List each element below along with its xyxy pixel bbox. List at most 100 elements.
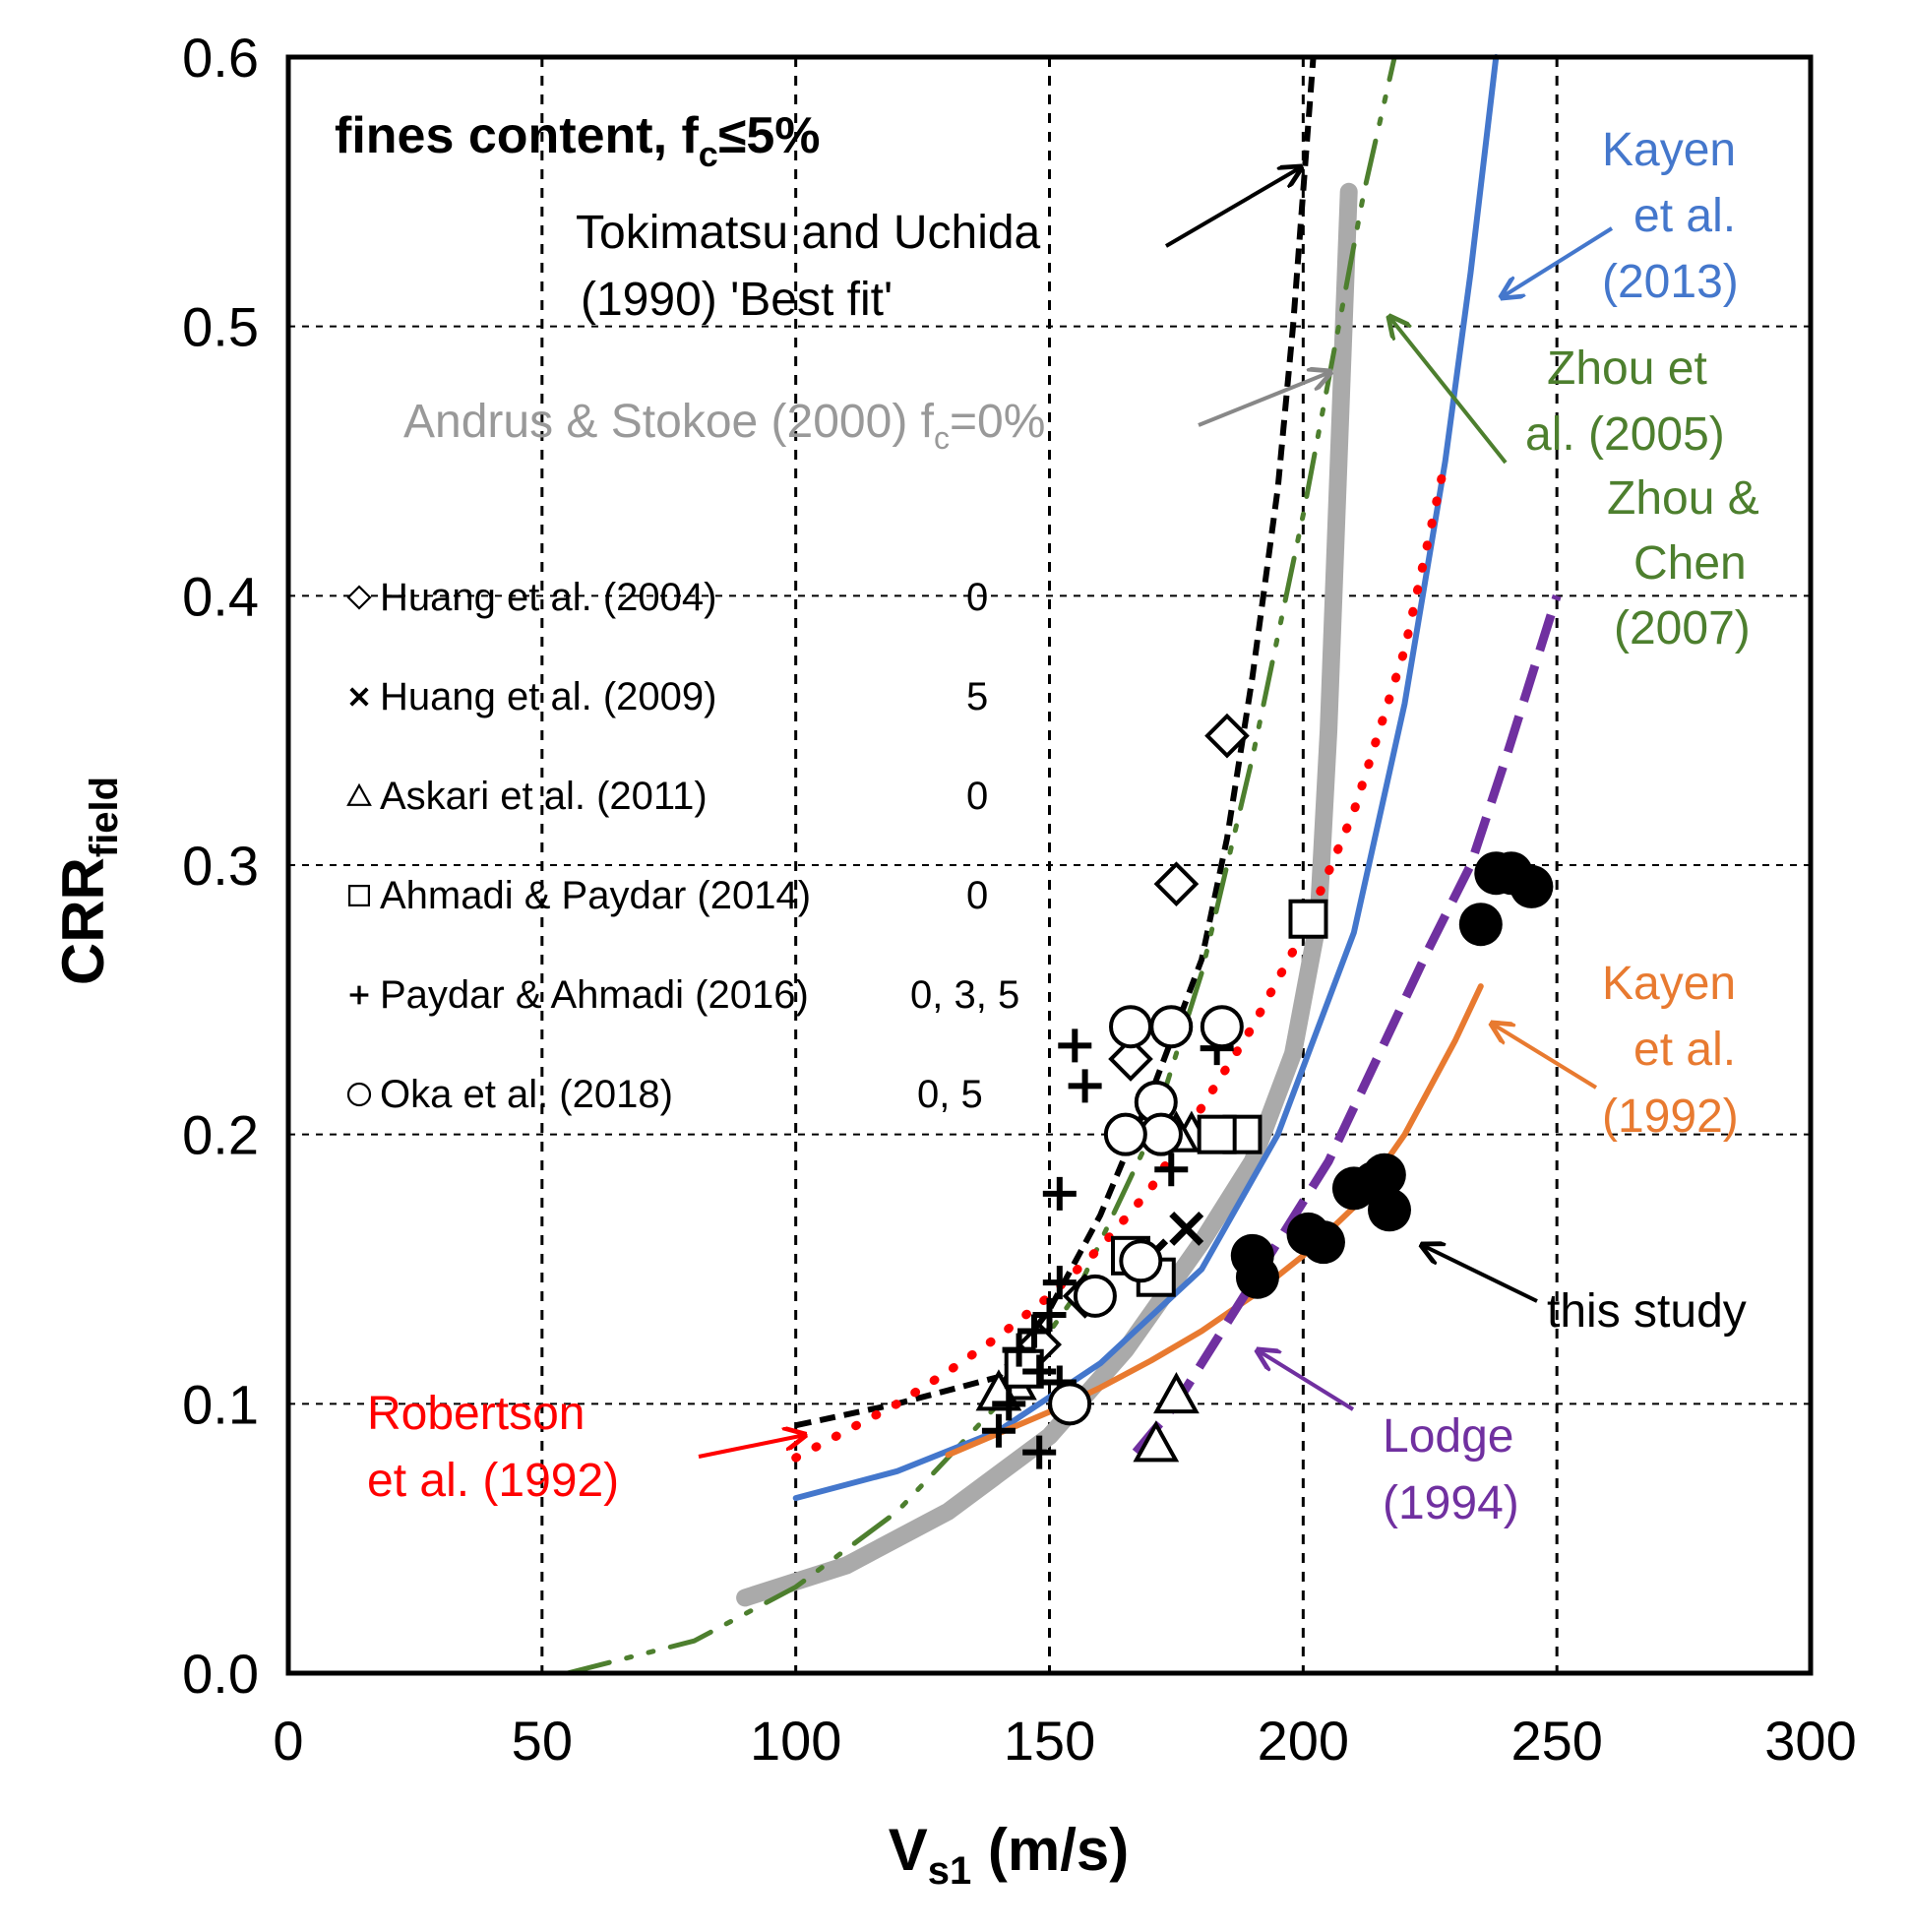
legend-entry-fc: 0 <box>966 576 988 619</box>
y-axis-title: CRRfield <box>50 777 126 985</box>
this-study-label: this study <box>1547 1285 1747 1338</box>
lodge-arrow <box>1258 1350 1355 1411</box>
data-point-plus <box>992 1387 1026 1421</box>
data-point-plus <box>1022 1354 1057 1389</box>
tokimatsu-label: Tokimatsu and Uchida <box>576 207 1041 259</box>
y-tick-label: 0.5 <box>182 296 259 358</box>
this-study-arrow <box>1422 1245 1538 1303</box>
curve-line <box>945 983 1484 1459</box>
data-point-plus <box>1058 1028 1092 1063</box>
data-point-diamond <box>1153 861 1200 906</box>
kayen1992-label-2: et al. <box>1633 1024 1736 1076</box>
data-point-plus <box>1154 1153 1189 1187</box>
data-point-circle <box>1103 1112 1147 1156</box>
x-tick-label: 200 <box>1258 1710 1349 1772</box>
y-tick-label: 0.0 <box>182 1643 259 1705</box>
data-point-this-study <box>1367 1188 1411 1232</box>
legend-entry-fc: 5 <box>966 675 988 718</box>
y-tick-label: 0.3 <box>182 835 259 897</box>
kayen1992-arrow <box>1492 1024 1598 1090</box>
x-axis-title: Vs1 (m/s) <box>889 1817 1130 1893</box>
x-tick-label: 0 <box>273 1710 303 1772</box>
data-point-circle <box>1139 1112 1183 1156</box>
data-point-diamond <box>1108 1036 1153 1082</box>
legend-entry-fc: 0, 3, 5 <box>910 973 1019 1017</box>
zhou-label-3: Zhou & <box>1607 472 1759 525</box>
robertson-arrow <box>698 1435 805 1459</box>
x-tick-label: 100 <box>750 1710 841 1772</box>
y-tick-label: 0.6 <box>182 27 259 89</box>
kayen1992-label-3: (1992) <box>1602 1091 1739 1143</box>
lodge-label-1: Lodge <box>1383 1410 1513 1463</box>
data-point-this-study <box>1301 1220 1345 1265</box>
plot-frame <box>285 54 1814 1676</box>
data-point-circle <box>1119 1239 1163 1283</box>
zhou-label-5: (2007) <box>1614 602 1751 654</box>
y-tick-label: 0.2 <box>182 1104 259 1166</box>
data-point-triangle <box>1153 1372 1200 1414</box>
data-point-square <box>1288 899 1328 939</box>
data-point-plus <box>1032 1298 1067 1333</box>
kayen2013-label-3: (2013) <box>1602 256 1739 308</box>
curve-line <box>791 457 1450 1463</box>
data-point-plus <box>1017 1314 1052 1348</box>
data-point-plus <box>1068 1069 1102 1103</box>
data-point-this-study <box>1510 864 1554 908</box>
data-point-triangle <box>346 782 372 806</box>
andrus-label: Andrus & Stokoe (2000) fc=0% <box>403 396 1045 456</box>
data-point-circle <box>346 1082 372 1107</box>
data-point-plus <box>1022 1435 1057 1469</box>
data-point-square <box>1197 1114 1237 1154</box>
legend-entry-fc: 0 <box>966 874 988 917</box>
data-point-plus <box>1042 1266 1077 1300</box>
andrus-arrow <box>1198 372 1330 427</box>
data-point-plus <box>349 985 369 1005</box>
zhou-label-4: Chen <box>1633 537 1747 590</box>
data-point-x <box>349 687 369 707</box>
plot-border <box>285 54 1814 1676</box>
kayen2013-label-1: Kayen <box>1602 124 1736 176</box>
zhou-arrow <box>1389 317 1508 465</box>
tokimatsu-label-2: (1990) 'Best fit' <box>581 274 893 326</box>
data-point-circle <box>1149 1005 1194 1049</box>
legend: Huang et al. (2004) 0 Huang et al. (2009) 5… <box>346 576 1019 1116</box>
data-point-plus <box>1042 1176 1077 1211</box>
data-point-this-study <box>1458 903 1503 947</box>
curve-line <box>736 182 1358 1607</box>
x-tick-label: 300 <box>1764 1710 1856 1772</box>
data-point-triangle <box>1133 1420 1180 1463</box>
kayen2013-arrow <box>1502 226 1614 297</box>
legend-entry-label: Ahmadi & Paydar (2014) <box>380 874 811 917</box>
data-point-diamond <box>1204 713 1250 759</box>
fines-content-header: fines content, fc≤5% <box>335 107 821 174</box>
x-tick-label: 250 <box>1510 1710 1602 1772</box>
robertson-label-2: et al. (1992) <box>367 1455 619 1507</box>
data-point-circle <box>1200 1005 1244 1049</box>
x-tick-label: 150 <box>1004 1710 1095 1772</box>
data-point-circle <box>1109 1005 1153 1049</box>
x-tick-label: 50 <box>512 1710 573 1772</box>
data-point-plus <box>1002 1333 1036 1367</box>
data-point-circle <box>1073 1274 1117 1318</box>
y-tick-label: 0.4 <box>182 565 259 627</box>
lodge-label-2: (1994) <box>1383 1477 1519 1529</box>
robertson-label-1: Robertson <box>367 1388 585 1440</box>
y-tick-label: 0.1 <box>182 1373 259 1435</box>
kayen2013-label-2: et al. <box>1633 190 1736 242</box>
legend-entry-label: Oka et al. (2018) <box>380 1073 673 1116</box>
tokimatsu-arrow <box>1164 167 1301 248</box>
data-point-x <box>1169 1211 1204 1246</box>
legend-entry-label: Huang et al. (2009) <box>380 675 716 718</box>
legend-entry-label: Askari et al. (2011) <box>380 775 708 818</box>
data-point-diamond <box>346 585 372 610</box>
points-layer <box>975 713 1554 1469</box>
data-point-plus <box>981 1413 1016 1448</box>
data-point-this-study <box>1235 1255 1279 1299</box>
zhou-label-1: Zhou et <box>1547 343 1707 395</box>
legend-entry-label: Huang et al. (2004) <box>380 576 716 619</box>
zhou-label-2: al. (2005) <box>1525 408 1725 461</box>
legend-entry-fc: 0, 5 <box>917 1073 983 1116</box>
curve-line <box>1132 593 1562 1456</box>
